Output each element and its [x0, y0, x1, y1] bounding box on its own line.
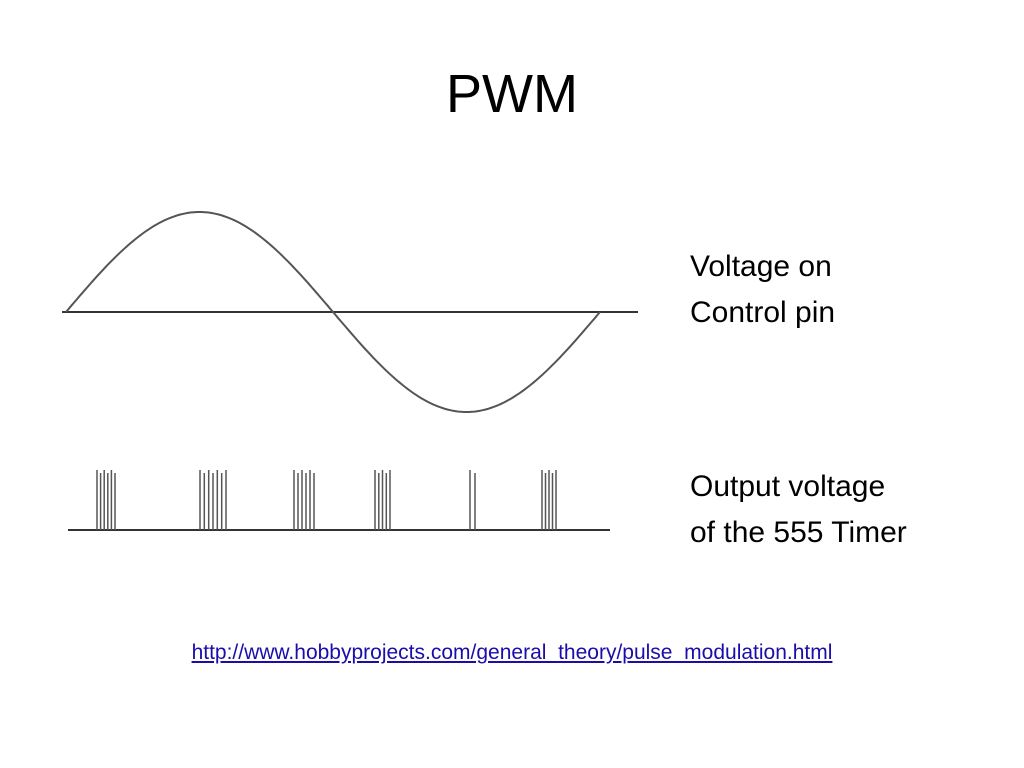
output-label-line-1: Output voltage [690, 470, 886, 503]
pulse-train [96, 470, 557, 530]
pulse-group [199, 470, 227, 530]
control-label-line-1: Voltage on [690, 250, 832, 283]
pulse-group [374, 470, 391, 530]
slide-title: PWM [446, 64, 578, 124]
pulse-group [293, 470, 315, 530]
pulse-group [469, 470, 476, 530]
output-voltage-label: Output voltage of the 555 Timer [690, 464, 907, 556]
output-label-line-2: of the 555 Timer [690, 516, 907, 549]
source-link[interactable]: http://www.hobbyprojects.com/general_the… [191, 641, 833, 664]
sine-wave [65, 211, 601, 413]
pulse-group [96, 470, 116, 530]
control-voltage-label: Voltage on Control pin [690, 244, 835, 336]
pulse-group [541, 470, 557, 530]
control-label-line-2: Control pin [690, 296, 836, 329]
